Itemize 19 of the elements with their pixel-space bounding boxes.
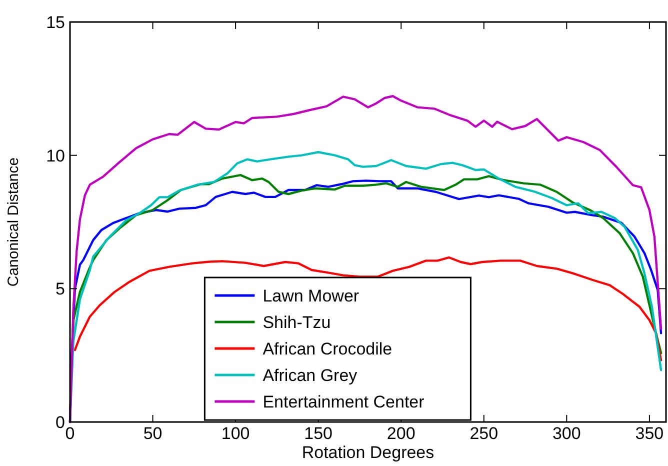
x-tick-label: 300 (552, 424, 581, 443)
x-tick-label: 50 (143, 424, 162, 443)
legend-label: Lawn Mower (262, 286, 360, 306)
legend-label: African Grey (262, 366, 358, 385)
x-tick-label: 350 (635, 424, 664, 443)
legend-label: Entertainment Center (262, 392, 425, 412)
x-tick-label: 150 (304, 424, 333, 443)
legend-label: African Crocodile (262, 339, 392, 358)
x-tick-label: 250 (470, 424, 498, 443)
x-tick-label: 100 (221, 424, 250, 443)
legend-label: Shih-Tzu (262, 312, 331, 332)
y-tick-label: 15 (46, 12, 65, 32)
x-axis-title: Rotation Degrees (302, 443, 434, 462)
line-series (74, 256, 662, 362)
y-tick-label: 10 (46, 146, 65, 166)
line-series (68, 95, 662, 424)
y-tick-label: 5 (56, 280, 65, 299)
x-tick-label: 200 (386, 424, 416, 443)
y-axis-title: Canonical Distance (5, 157, 22, 287)
